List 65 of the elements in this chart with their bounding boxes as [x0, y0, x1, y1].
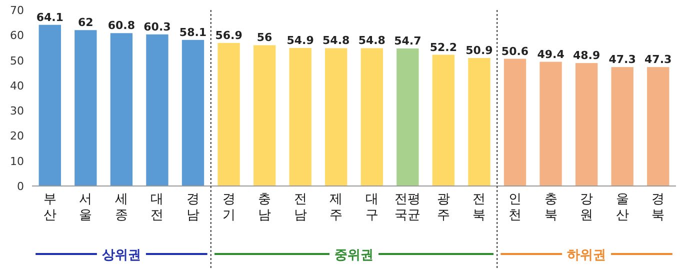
- bar: [540, 62, 562, 186]
- x-tick-label: 서울: [79, 192, 92, 223]
- bar: [253, 45, 276, 186]
- x-tick-label: 대구: [365, 192, 378, 223]
- y-tick-label: 20: [10, 130, 24, 143]
- data-label: 54.8: [358, 34, 386, 48]
- data-label: 56: [256, 31, 273, 44]
- data-label: 54.8: [322, 34, 350, 48]
- bar: [432, 54, 455, 186]
- bar: [182, 40, 204, 186]
- bar: [611, 67, 634, 186]
- data-label: 52.2: [430, 40, 458, 54]
- y-tick-label: 30: [10, 104, 24, 118]
- bar: [289, 48, 312, 186]
- data-label: 54.9: [286, 34, 314, 47]
- bar: [647, 67, 670, 186]
- x-tick-label: 제주: [330, 192, 343, 223]
- data-label: 60.8: [108, 19, 136, 32]
- x-tick-label: 인천: [508, 192, 522, 223]
- data-label: 47.3: [644, 53, 672, 66]
- data-label: 54.7: [394, 34, 422, 48]
- x-tick-label: 전남: [294, 192, 307, 223]
- bar: [146, 34, 168, 186]
- data-label: 56.9: [215, 28, 242, 42]
- x-tick-label: 충남: [258, 192, 272, 223]
- bar: [218, 42, 240, 186]
- x-tick-label: 세종: [114, 192, 128, 223]
- y-tick-label: 60: [10, 29, 24, 42]
- text: 중위권: [334, 248, 374, 263]
- x-tick-label: 경북: [652, 192, 665, 223]
- bar: [38, 24, 61, 186]
- y-tick-label: 0: [17, 180, 24, 193]
- x-tick-label: 대전: [150, 192, 164, 223]
- y-tick-label: 40: [10, 79, 24, 92]
- data-label: 50.6: [501, 44, 529, 58]
- y-tick-label: 50: [10, 54, 24, 68]
- y-tick-label: 70: [10, 4, 24, 17]
- bar: [74, 30, 97, 186]
- data-label: 62: [78, 16, 94, 30]
- bar: [360, 48, 383, 186]
- x-tick-label: 경남: [186, 192, 200, 223]
- x-tick-label: 전북: [472, 192, 486, 223]
- bar: [468, 58, 490, 186]
- x-tick-label: 전국평균: [394, 192, 421, 223]
- data-label: 49.4: [537, 48, 565, 61]
- x-tick-label: 광주: [436, 192, 450, 223]
- data-label: 50.9: [466, 44, 493, 58]
- y-tick-label: 10: [10, 154, 24, 168]
- bar: [325, 48, 348, 186]
- bar: [504, 58, 526, 186]
- x-tick-label: 울산: [616, 192, 629, 223]
- data-label: 48.9: [572, 49, 600, 62]
- text: 상위권: [102, 248, 141, 263]
- x-tick-label: 충북: [544, 192, 558, 223]
- x-tick-label: 경기: [222, 192, 236, 223]
- bar: [396, 48, 419, 186]
- data-label: 60.3: [144, 20, 171, 34]
- text: 하위권: [567, 248, 606, 263]
- bar: [575, 63, 598, 186]
- x-tick-label: 강원: [580, 192, 594, 223]
- data-label: 47.3: [608, 53, 636, 66]
- data-label: 58.1: [179, 26, 207, 39]
- x-tick-label: 부산: [43, 192, 56, 223]
- bar: [110, 33, 133, 186]
- data-label: 64.1: [36, 10, 64, 24]
